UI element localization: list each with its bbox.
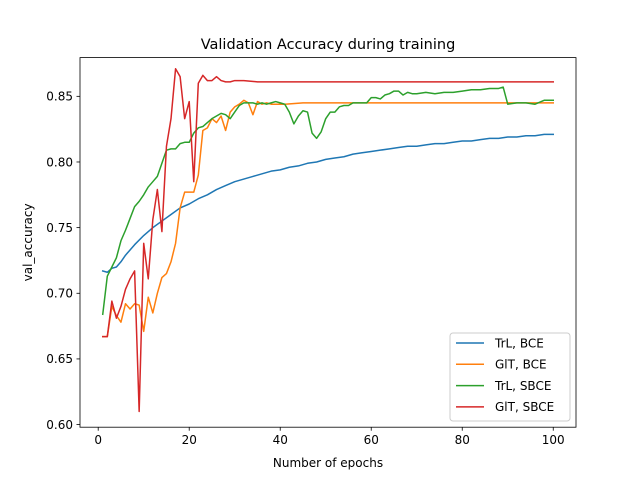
y-axis-ticks: 0.60 0.65 0.70 0.75 0.80 0.85 [46,90,80,432]
series-line-3 [102,68,554,413]
y-axis-label: val_accuracy [21,203,35,281]
y-tick-label: 0.75 [46,221,73,235]
legend-label-0: TrL, BCE [494,336,544,350]
y-tick-label: 0.65 [46,352,73,366]
y-tick-label: 0.85 [46,90,73,104]
y-tick-label: 0.70 [46,287,73,301]
x-tick-label: 80 [455,433,470,447]
legend-label-2: TrL, SBCE [494,379,551,393]
x-axis-label: Number of epochs [273,456,383,470]
y-tick-label: 0.60 [46,418,73,432]
chart-title: Validation Accuracy during training [201,37,456,53]
x-tick-label: 100 [542,433,565,447]
series-line-0 [101,133,554,274]
x-axis-ticks: 0 20 40 60 80 100 [94,427,565,447]
legend-label-3: GlT, SBCE [495,400,554,414]
legend: TrL, BCE GlT, BCE TrL, SBCE GlT, SBCE [449,332,571,422]
x-tick-label: 60 [364,433,379,447]
legend-label-1: GlT, BCE [495,358,547,372]
series-line-1 [102,99,554,338]
legend-box [449,332,571,422]
x-tick-label: 0 [94,433,102,447]
x-tick-label: 20 [182,433,197,447]
x-tick-label: 40 [273,433,288,447]
series-line-2 [101,86,554,316]
y-tick-label: 0.80 [46,155,73,169]
plot-area-frame [79,57,577,428]
series-lines [101,68,554,413]
